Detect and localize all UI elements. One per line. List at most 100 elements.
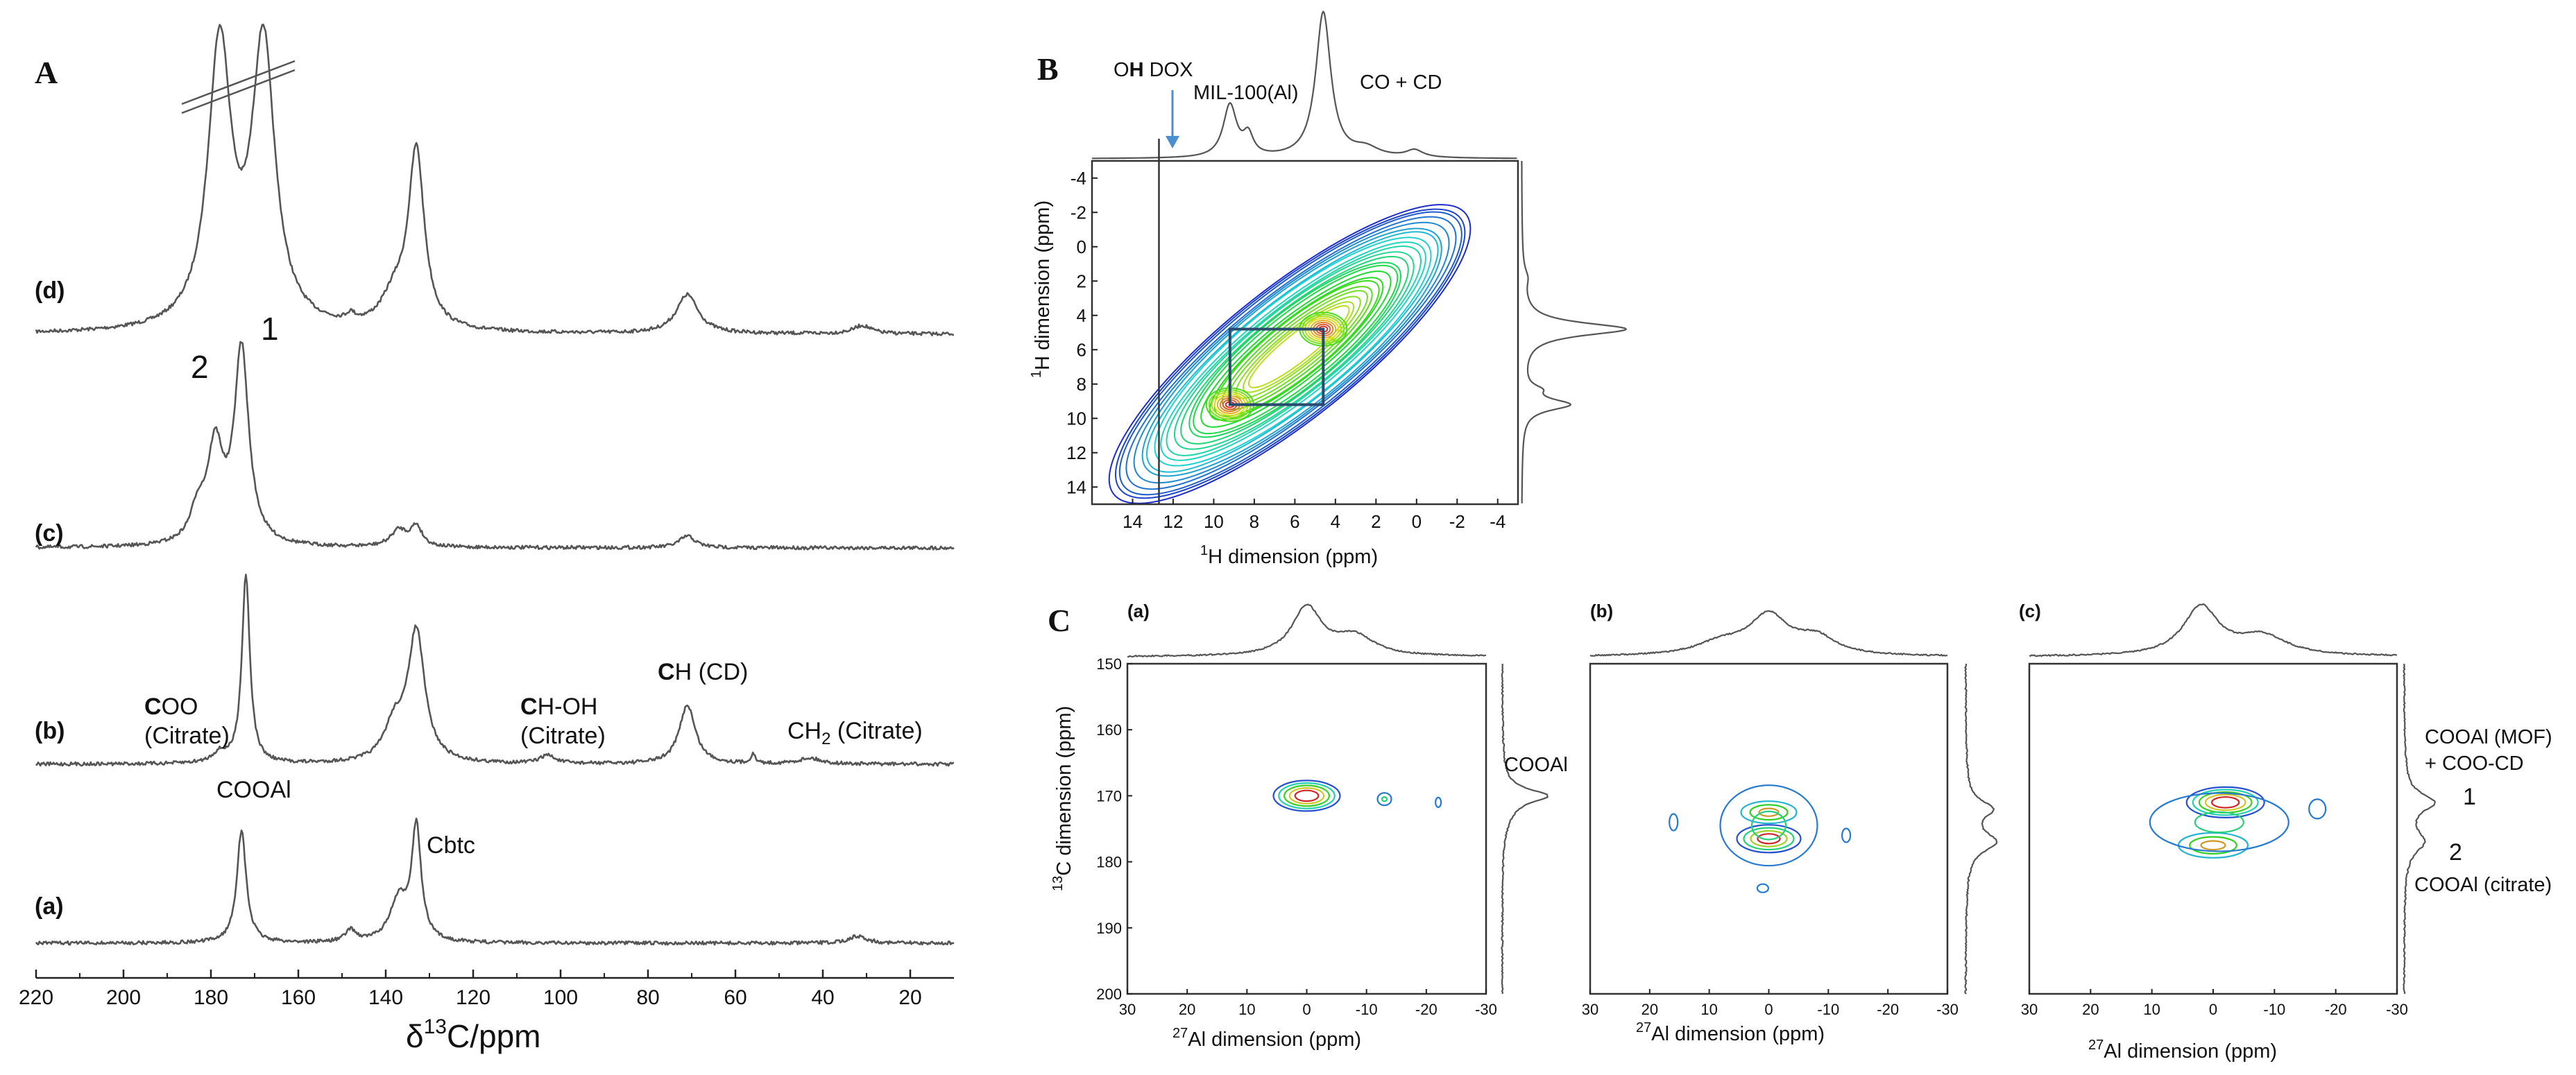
panel-b-y-tick-label: 6 [1077,339,1086,360]
spectrum-b-label: (b) [35,718,65,744]
subplot-x-tick-label: 0 [1302,1001,1311,1018]
annot-cbtc: Cbtc [427,832,475,859]
subplot-frame [1589,662,1949,995]
subplot-x-tick-label: 30 [2021,1001,2038,1018]
panel-c-letter: C [1048,603,1071,638]
panel-c-y-label: 13C dimension (ppm) [1050,706,1075,891]
panel-a-x-axis-label: δ13C/ppm [406,1015,540,1054]
subplot-y-tick-label: 180 [1096,854,1122,871]
panel-a-tick-label: 140 [368,986,403,1009]
panel-b-contours [1108,204,1472,504]
contour-level [1209,277,1384,421]
annot-cooal: COOAl [216,777,291,803]
contour-level [1133,221,1450,484]
annot-c-c-cooal-citrate: COOAl (citrate) [2414,874,2552,896]
subplot-x-tick-label: 10 [2143,1001,2160,1018]
panel-c: C (a) (b) (c) 30 20 10 0 -10 -20 -301501601701… [1048,601,2552,1063]
annot-c-c-peak-1: 1 [2463,784,2476,810]
panel-c-subplot-c: 30 20 10 0 -10 -20 -30 [2021,603,2436,1018]
contour-level [1180,255,1409,445]
contour-level [1743,827,1795,851]
contour-diagonal-group [1108,204,1472,504]
spectrum-trace-d [35,24,955,336]
subplot-x-tick-label: 10 [1238,1001,1255,1018]
contour-level [1757,833,1781,845]
subplot-frame [2028,662,2398,995]
subplot-x-tick-label: -20 [1877,1001,1899,1018]
panel-b-y-tick-label: 12 [1066,442,1086,463]
subplot-y-tick-label: 200 [1096,986,1122,1003]
panel-c-b-xlabel-text: Al dimension (ppm) [1651,1023,1825,1045]
panel-b-x-tick-label: 4 [1331,511,1340,532]
panel-a-tick-label: 60 [724,986,747,1009]
subplot-top-projection [1127,603,1487,658]
panel-b: B OH DOX MIL-100(Al) CO + CD 14 12 10 8 6 4 2 0… [1029,10,1627,568]
panel-a-tick-label: 120 [456,986,491,1009]
panel-b-letter: B [1037,51,1059,87]
contour-level [2185,786,2265,819]
subplot-x-tick-label: -20 [2325,1001,2347,1018]
panel-b-y-tick-label: 10 [1066,408,1086,429]
peak-label-2: 2 [191,349,209,385]
subplot-x-tick-label: -10 [2263,1001,2285,1018]
annot-c-a-cooal: COOAl [1504,754,1568,776]
subplot-right-projection [2403,663,2436,995]
panel-c-c-x-label: 27Al dimension (ppm) [2088,1038,2277,1063]
subplot-y-tick-label: 170 [1096,787,1122,805]
panel-c-subplot-b: 30 20 10 0 -10 -20 -30 [1582,610,1998,1018]
annot-c-c-cooal-mof: COOAl (MOF) [2425,726,2552,748]
panel-c-b-xlabel-sup: 27 [1636,1020,1651,1035]
contour-level [1243,301,1355,393]
xlabel-sup: 13 [424,1015,447,1038]
subplot-x-tick-label: 0 [1764,1001,1773,1018]
contour-level [1118,211,1462,496]
contour-level [2210,796,2240,809]
panel-b-y-tick-label: 0 [1077,237,1086,257]
panel-a-tick-label: 200 [106,986,141,1009]
contour-level [1740,800,1798,825]
panel-c-a-xlabel-sup: 27 [1172,1026,1188,1041]
annot-ch2-citrate: CH2 (Citrate) [787,718,923,748]
annot-coo-rest: OO [162,694,198,720]
subplot-top-projection [2029,603,2398,657]
annot-ch-cd: CH (CD) [658,659,748,685]
panel-b-xlabel-text: H dimension (ppm) [1208,546,1378,568]
panel-a-tick-label: 220 [19,986,53,1009]
panel-b-xlabel-sup: 1 [1200,543,1208,558]
spectrum-trace-a [35,818,955,946]
contour-level [1272,780,1341,812]
panel-b-y-tick-label: -2 [1071,202,1086,223]
panel-b-x-tick-label: 14 [1123,511,1143,532]
contour-level [1758,807,1780,817]
label-oh-dox-pre: O [1114,59,1129,81]
contour-level [1173,251,1415,450]
contour-level [2308,798,2327,820]
panel-b-top-projection [1092,10,1517,160]
panel-b-plot-frame [1091,160,1519,506]
contour-level [1200,270,1392,428]
annot-ch-oh-citrate: CH-OH [520,694,597,720]
annot-ch-oh-citrate-line2: (Citrate) [520,723,606,749]
panel-b-y-tick-label: 2 [1077,270,1086,291]
panel-a-x-axis: 220 200 180 160 140 120 100 80 60 40 20 [19,970,954,1009]
panel-c-ylabel-text: C dimension (ppm) [1053,706,1075,876]
annot-ch2-tail: (Citrate) [830,718,922,744]
panel-c-sub-a-label: (a) [1127,601,1150,621]
panel-b-y-tick-label: 14 [1066,476,1086,497]
contour-level [2204,793,2246,811]
panel-b-ticks: 14 12 10 8 6 4 2 0 -2 -4 -4 -2 0 2 4 6 8 10 12 14 [1066,168,1505,532]
panel-b-y-tick-label: -4 [1071,168,1086,189]
panel-a-traces [35,24,955,946]
panel-b-x-tick-label: 2 [1371,511,1381,532]
subplot-right-projection [1964,664,1998,995]
subplot-x-tick-label: 20 [1641,1001,1658,1018]
xlabel-rest: C/ppm [447,1018,540,1054]
annot-c-c-peak-2: 2 [2449,839,2462,866]
annot-chcd-rest: H (CD) [675,659,749,685]
contour-level [1736,824,1802,854]
panel-c-sub-c-label: (c) [2019,601,2041,621]
subplot-x-tick-label: -30 [1936,1001,1959,1018]
contour-level [1294,789,1320,802]
annot-chcd-bold: C [658,659,675,685]
